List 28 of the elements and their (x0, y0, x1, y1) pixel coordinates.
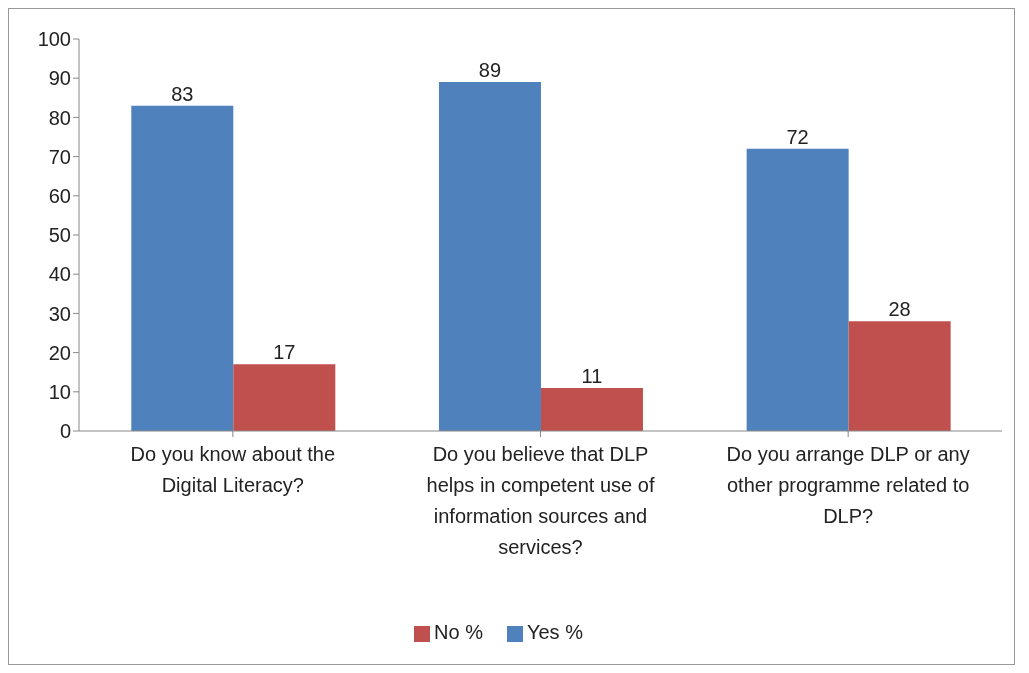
bar (233, 364, 336, 431)
y-tick-label: 90 (48, 67, 71, 90)
bar (438, 82, 541, 431)
x-tick-label: Do you believe that DLP helps in competent use of information sources and services? (426, 443, 655, 558)
y-tick-label: 30 (48, 302, 71, 325)
y-tick-label: 100 (37, 28, 71, 51)
legend-label: No % (434, 621, 483, 643)
data-label: 28 (888, 298, 911, 321)
y-tick-label: 10 (48, 380, 71, 403)
data-label: 17 (273, 341, 296, 364)
data-label: 89 (478, 59, 502, 82)
y-tick-label: 40 (48, 263, 71, 286)
data-label: 83 (171, 82, 194, 105)
legend-label: Yes % (526, 621, 583, 643)
y-tick-label: 50 (48, 224, 71, 247)
bar (131, 105, 234, 431)
bar (848, 321, 951, 431)
y-tick-label: 20 (48, 341, 71, 364)
data-label: 72 (786, 125, 809, 148)
y-tick-label: 0 (59, 420, 71, 443)
bar (746, 148, 849, 431)
y-tick-label: 60 (48, 184, 71, 207)
x-tick-label: Do you arrange DLP or any other programme related to DLP? (726, 443, 970, 527)
bar (540, 387, 643, 431)
data-label: 11 (581, 364, 603, 387)
x-tick-label: Do you know about the Digital Literacy? (130, 443, 336, 496)
y-tick-label: 80 (48, 106, 71, 129)
y-tick-label: 70 (48, 145, 71, 168)
